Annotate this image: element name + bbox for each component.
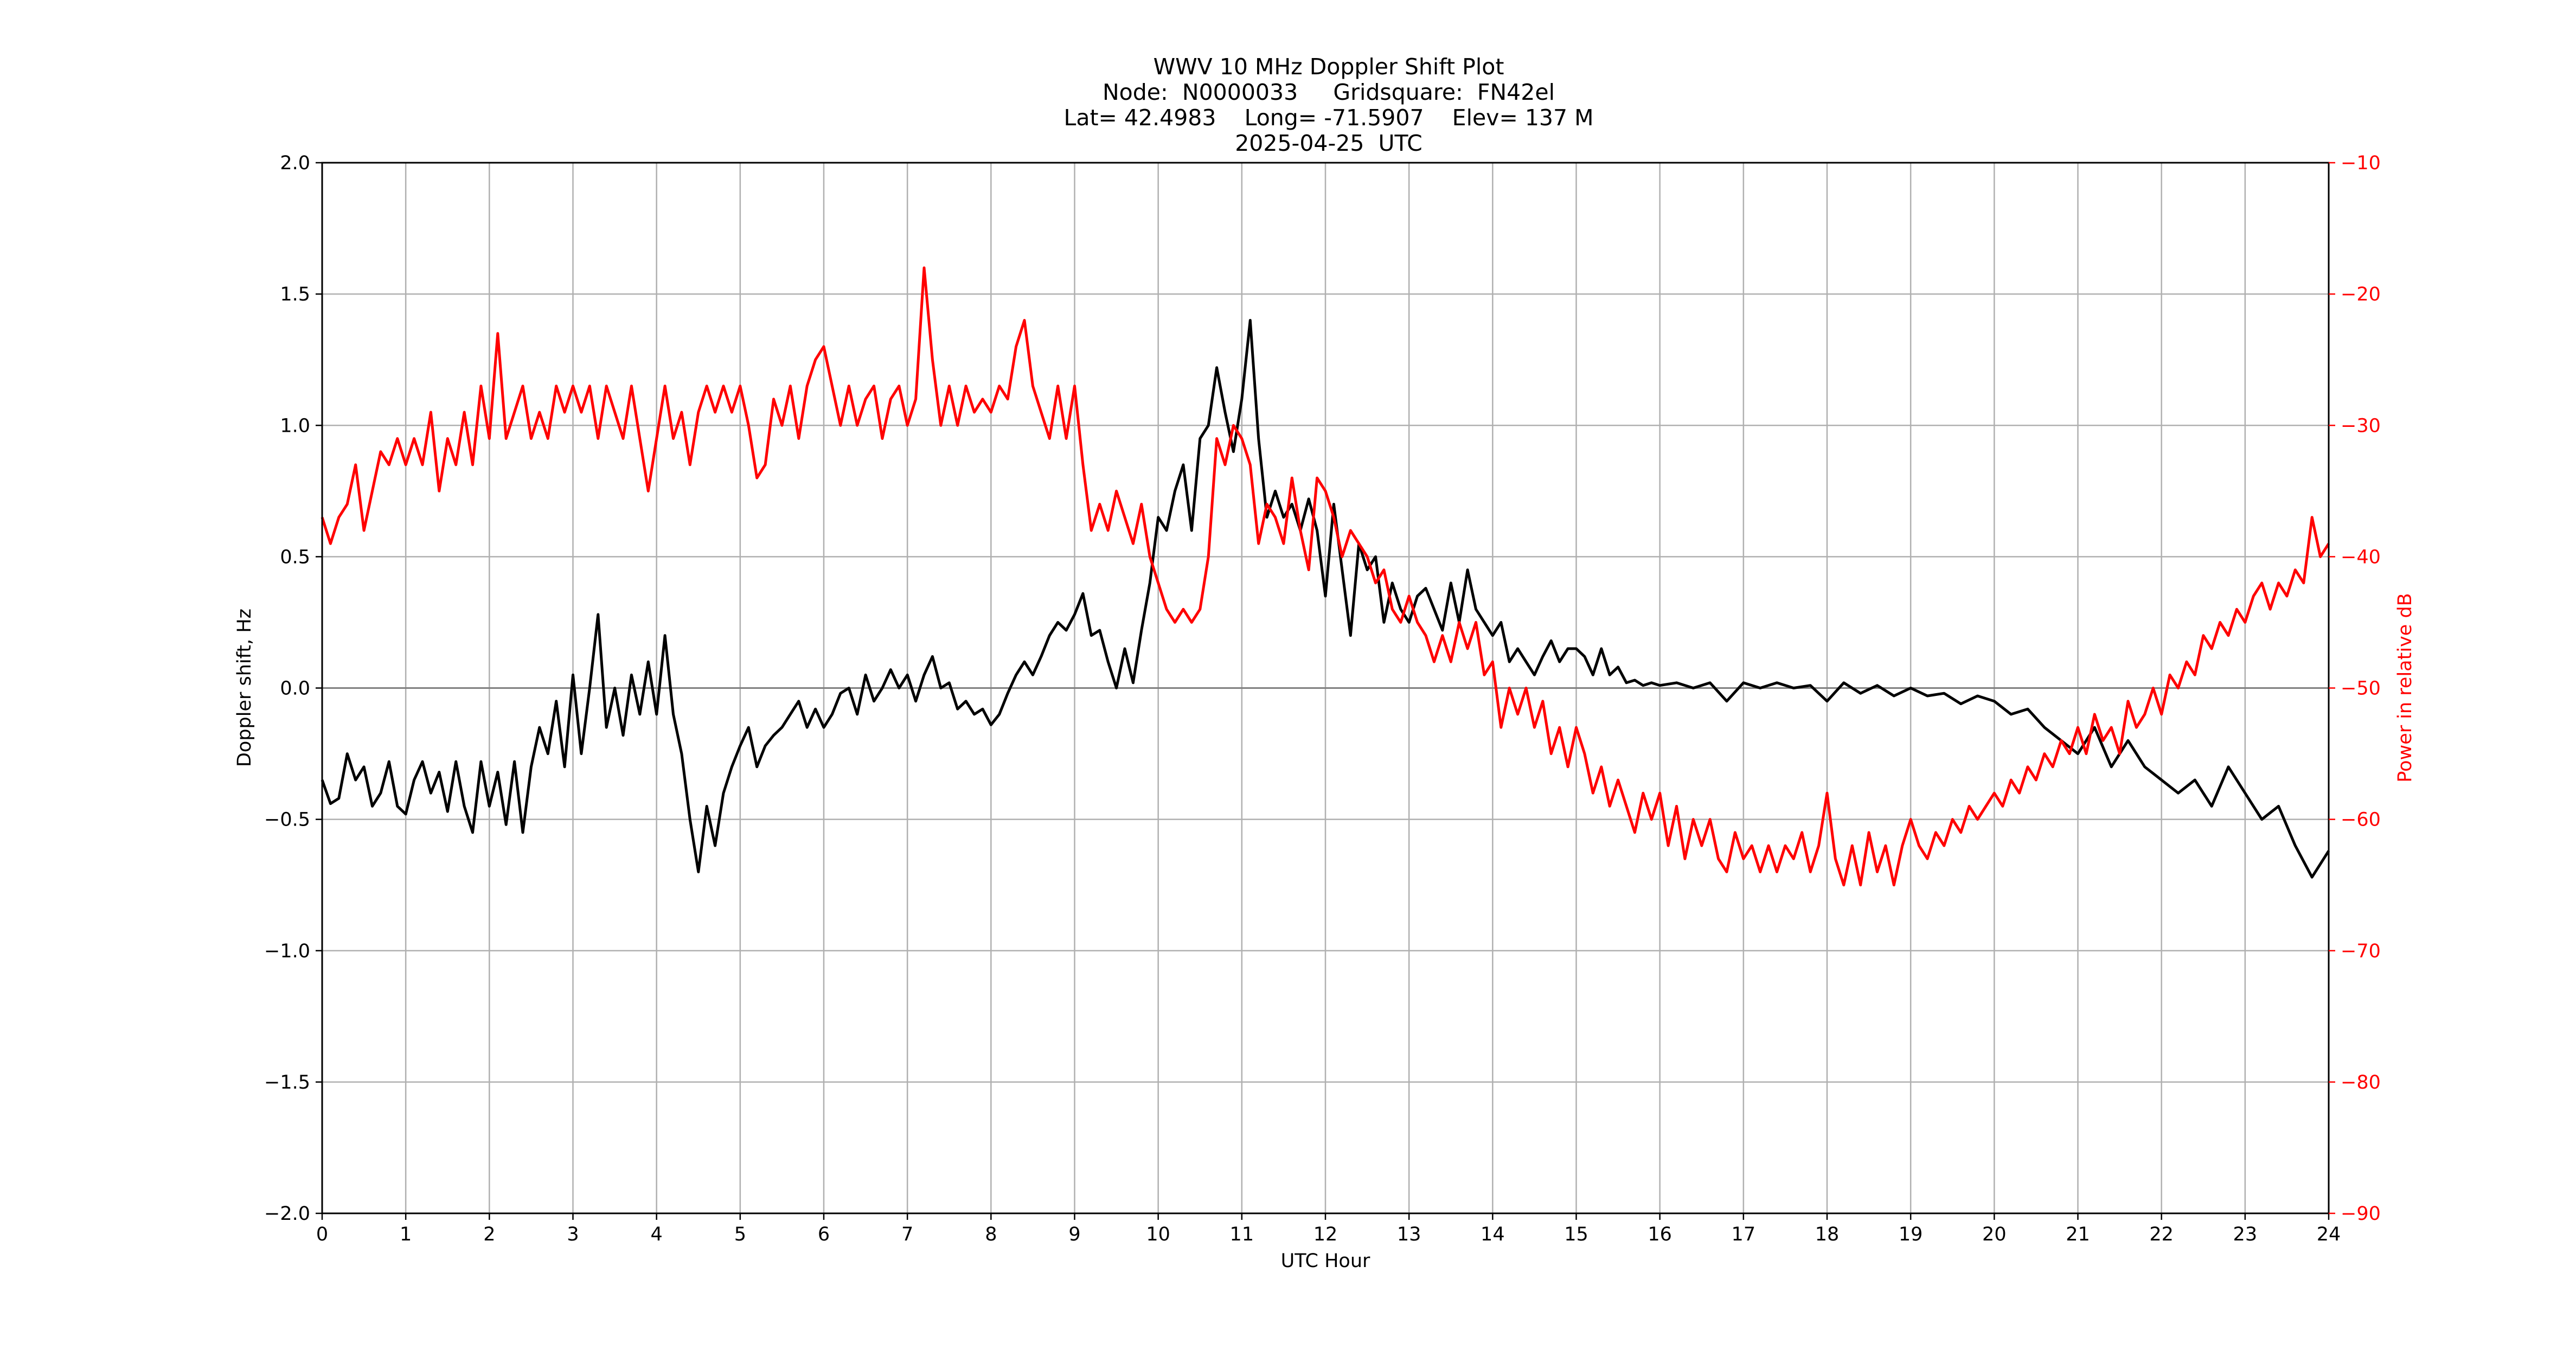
x-tick-label: 8	[985, 1224, 997, 1245]
y-tick-label: 0.0	[280, 678, 310, 700]
y2-tick-label: −60	[2341, 809, 2381, 831]
x-tick-label: 21	[2066, 1224, 2090, 1245]
y2-axis-label: Power in relative dB	[2394, 593, 2416, 782]
y-tick-label: 1.5	[280, 284, 310, 305]
power-series-line	[321, 266, 2330, 887]
y2-tick-label: −70	[2341, 941, 2381, 962]
x-tick-label: 17	[1732, 1224, 1756, 1245]
x-tick-label: 5	[734, 1224, 746, 1245]
x-tick-label: 22	[2149, 1224, 2174, 1245]
x-axis-label: UTC Hour	[1281, 1250, 1370, 1272]
x-tick-label: 14	[1481, 1224, 1505, 1245]
y-tick-label: 2.0	[280, 152, 310, 174]
y2-tick-label: −10	[2341, 152, 2381, 174]
series-lines	[321, 266, 2330, 887]
title-line-1: WWV 10 MHz Doppler Shift Plot	[1153, 54, 1504, 80]
y-tick-label: −2.0	[264, 1203, 310, 1225]
x-tick-label: 19	[1899, 1224, 1923, 1245]
title-line-2: Node: N0000033 Gridsquare: FN42el	[1103, 79, 1555, 105]
x-tick-label: 13	[1397, 1224, 1421, 1245]
x-tick-label: 24	[2317, 1224, 2341, 1245]
x-tick-label: 6	[818, 1224, 830, 1245]
x-axis-ticks: 0 1 2 3 4 5 6 7 8 9 10 11 12 13 14 15 16 17 18 19 20 21 22 23 24	[316, 1213, 2341, 1245]
y-tick-label: −0.5	[264, 809, 310, 831]
x-tick-label: 7	[901, 1224, 913, 1245]
x-tick-label: 16	[1648, 1224, 1672, 1245]
x-tick-label: 20	[1982, 1224, 2007, 1245]
y2-tick-label: −30	[2341, 415, 2381, 437]
x-tick-label: 23	[2233, 1224, 2258, 1245]
title-line-4: 2025-04-25 UTC	[1235, 130, 1422, 156]
x-tick-label: 10	[1146, 1224, 1170, 1245]
y-axis-label: Doppler shift, Hz	[234, 609, 255, 767]
x-tick-label: 4	[651, 1224, 663, 1245]
y-tick-label: −1.0	[264, 941, 310, 962]
doppler-series-line	[321, 319, 2330, 879]
x-tick-label: 3	[567, 1224, 579, 1245]
x-tick-label: 11	[1230, 1224, 1254, 1245]
y-tick-label: 1.0	[280, 415, 310, 437]
y2-tick-label: −90	[2341, 1203, 2381, 1225]
x-tick-label: 1	[400, 1224, 412, 1245]
x-tick-label: 0	[316, 1224, 328, 1245]
y-axis-ticks: 2.0 1.5 1.0 0.5 0.0 −0.5 −1.0 −1.5 −2.0	[264, 152, 322, 1225]
x-tick-label: 18	[1815, 1224, 1840, 1245]
x-tick-label: 9	[1068, 1224, 1080, 1245]
y2-tick-label: −20	[2341, 284, 2381, 305]
y2-tick-label: −40	[2341, 546, 2381, 568]
x-tick-label: 2	[483, 1224, 495, 1245]
x-tick-label: 15	[1564, 1224, 1588, 1245]
y2-axis-ticks: −10 −20 −30 −40 −50 −60 −70 −80 −90	[2329, 152, 2381, 1225]
y2-tick-label: −80	[2341, 1072, 2381, 1093]
title-line-3: Lat= 42.4983 Long= -71.5907 Elev= 137 M	[1063, 105, 1594, 131]
chart-title: WWV 10 MHz Doppler Shift Plot Node: N000…	[759, 54, 1898, 156]
y-tick-label: −1.5	[264, 1072, 310, 1093]
y-tick-label: 0.5	[280, 546, 310, 568]
x-tick-label: 12	[1313, 1224, 1338, 1245]
y2-tick-label: −50	[2341, 678, 2381, 700]
